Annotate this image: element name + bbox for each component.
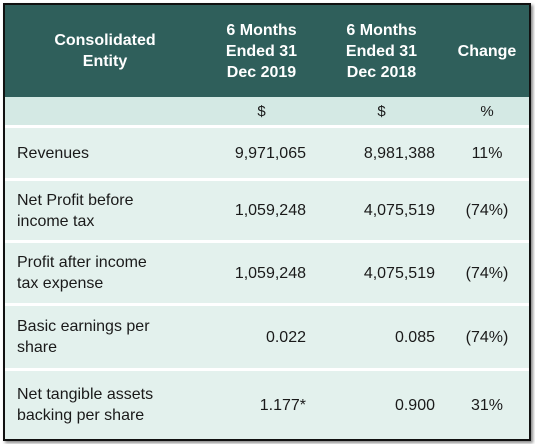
unit-cell: $ [318, 97, 445, 125]
value-text: 4,075,519 [363, 264, 435, 282]
value-cell: 0.085 [318, 306, 445, 368]
label-text: backing per share [17, 407, 145, 424]
header-text: Change [457, 42, 517, 60]
row-band [5, 243, 529, 303]
label-text: Net Profit before [17, 191, 134, 209]
header-text: Ended 31 [225, 42, 298, 60]
value-text: 1,059,248 [234, 202, 306, 219]
value-cell: 1,059,248 [205, 243, 318, 303]
header-cell: 6 Months Ended 31 Dec 2019 [205, 5, 318, 97]
row-label: Revenues [5, 128, 205, 178]
unit-text: % [480, 102, 494, 120]
header-text: Dec 2018 [346, 63, 417, 81]
value-cell: 4,075,519 [318, 243, 445, 303]
value-text: (74%) [465, 328, 509, 346]
value-text: 0.900 [394, 396, 435, 414]
value-cell: 31% [445, 371, 529, 439]
header-text: 6 Months [346, 21, 417, 39]
header-text: Dec 2019 [226, 63, 297, 81]
label-text: income tax [17, 212, 95, 230]
value-cell: (74%) [445, 243, 529, 303]
value-text: 0.085 [394, 328, 435, 346]
header-text: Consolidated [54, 32, 156, 49]
value-text: 1.177* [259, 396, 306, 414]
value-cell: 11% [445, 128, 529, 178]
label-text: Basic earnings per [17, 318, 150, 335]
row-band [5, 306, 529, 368]
value-cell: 9,971,065 [205, 128, 318, 178]
row-label: Net Profit before income tax [5, 181, 205, 240]
row-label: Basic earnings per share [5, 306, 205, 368]
header-text: 6 Months [226, 21, 297, 39]
unit-cell: % [445, 97, 529, 125]
value-text: 0.022 [265, 328, 306, 346]
row-band [5, 181, 529, 240]
header-cell: Consolidated Entity [5, 5, 205, 97]
value-text: 31% [470, 396, 504, 414]
table-frame: Consolidated Entity 6 Months Ended 31 Dec 20… [3, 3, 531, 441]
header-band [5, 5, 529, 97]
header-text: Entity [82, 53, 128, 70]
value-cell: (74%) [445, 181, 529, 240]
value-cell: 4,075,519 [318, 181, 445, 240]
units-band [5, 97, 529, 125]
row-label: Net tangible assets backing per share [5, 371, 205, 439]
value-text: 1,059,248 [234, 264, 306, 282]
label-text: share [17, 339, 58, 356]
value-text: 11% [471, 144, 503, 162]
label-text: Revenues [17, 144, 90, 162]
label-text: tax expense [17, 275, 104, 292]
header-cell: 6 Months Ended 31 Dec 2018 [318, 5, 445, 97]
value-text: 9,971,065 [234, 144, 306, 162]
value-text: 4,075,519 [363, 202, 435, 219]
value-text: (74%) [465, 202, 509, 219]
unit-cell: $ [205, 97, 318, 125]
value-cell: 8,981,388 [318, 128, 445, 178]
value-text: (74%) [465, 264, 509, 282]
unit-text: $ [377, 102, 386, 120]
value-cell: 0.022 [205, 306, 318, 368]
label-text: Net tangible assets [17, 386, 154, 403]
row-label: Profit after income tax expense [5, 243, 205, 303]
value-cell: 1,059,248 [205, 181, 318, 240]
value-text: 8,981,388 [363, 144, 435, 162]
unit-text: $ [257, 102, 266, 120]
value-cell: 1.177* [205, 371, 318, 439]
header-cell: Change [445, 5, 529, 97]
row-band [5, 128, 529, 178]
header-text: Ended 31 [345, 42, 418, 60]
value-cell: 0.900 [318, 371, 445, 439]
value-cell: (74%) [445, 306, 529, 368]
row-band [5, 371, 529, 439]
label-text: Profit after income [17, 254, 147, 271]
